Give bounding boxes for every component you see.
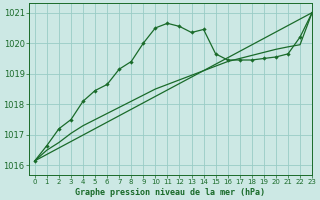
X-axis label: Graphe pression niveau de la mer (hPa): Graphe pression niveau de la mer (hPa) (76, 188, 265, 197)
